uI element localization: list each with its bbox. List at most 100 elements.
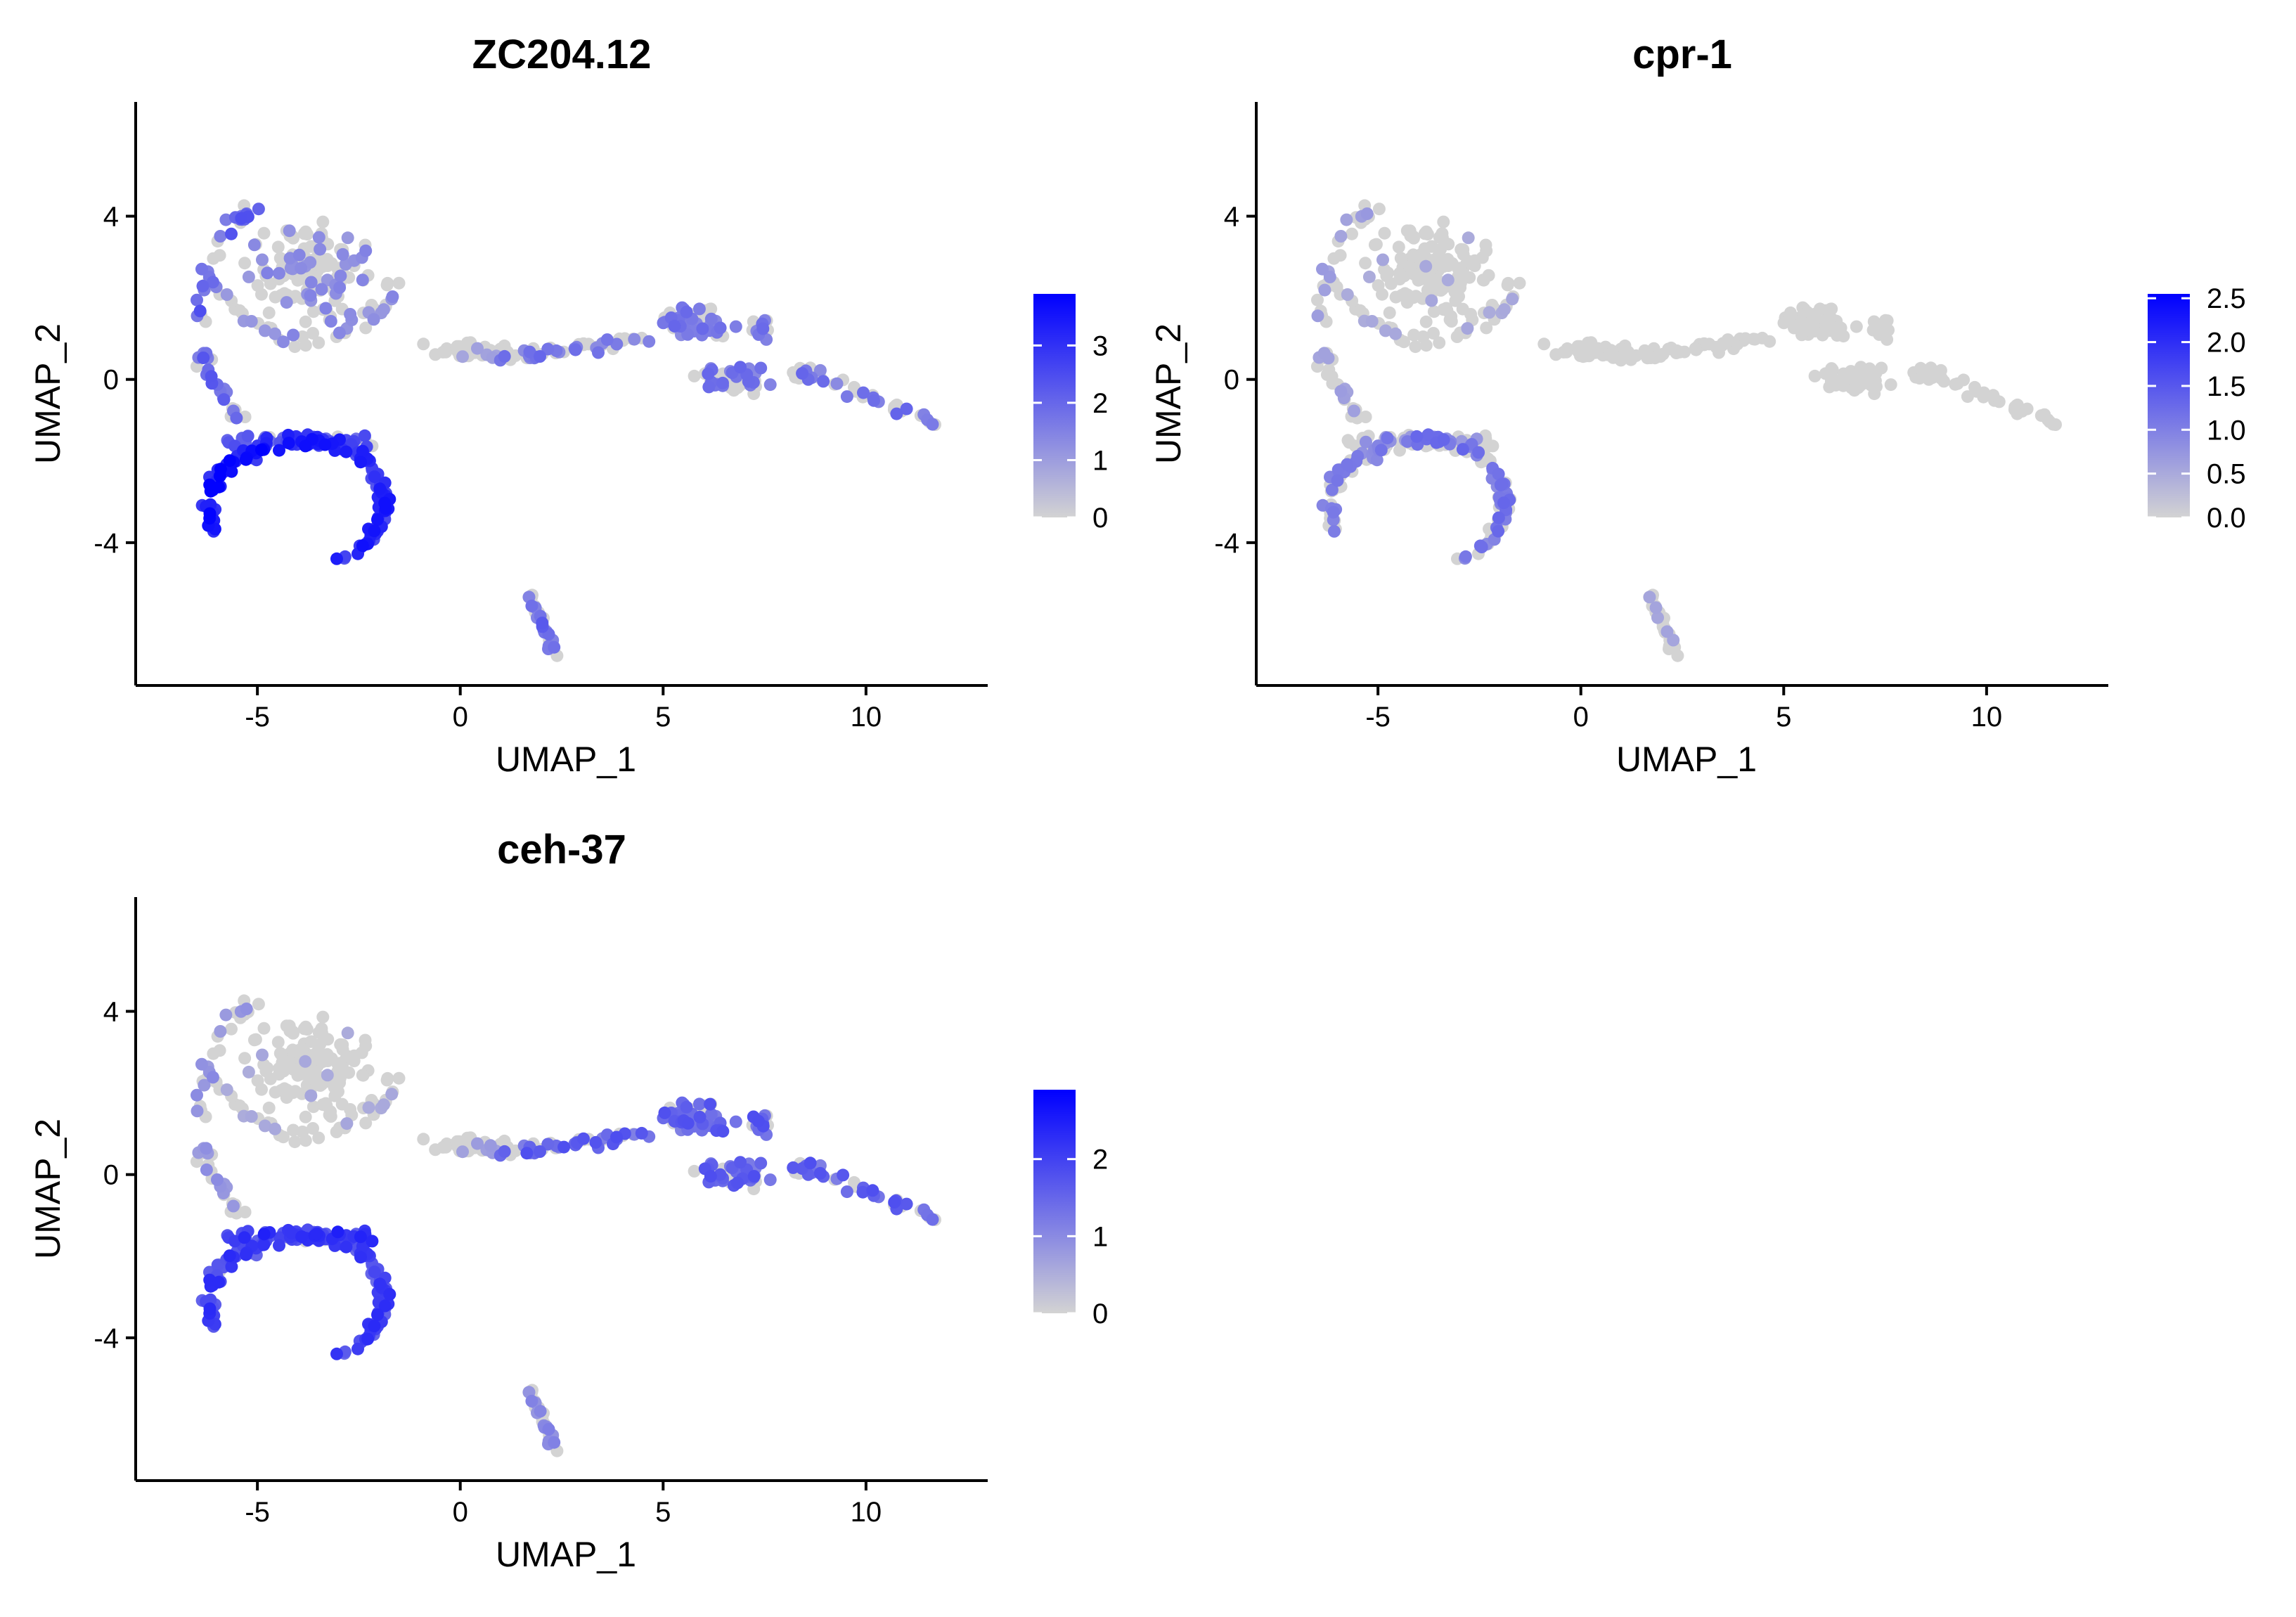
cell-point: [271, 240, 285, 254]
cell-point: [1492, 511, 1505, 524]
cell-point: [1433, 336, 1446, 349]
cell-point: [1378, 226, 1391, 240]
cell-point: [714, 1168, 727, 1181]
cell-point: [1689, 342, 1702, 355]
cell-point: [1916, 367, 1930, 380]
cell-point: [1473, 539, 1487, 553]
cell-point: [1618, 349, 1632, 363]
cell-point: [257, 1058, 271, 1071]
cell-point: [1643, 591, 1656, 604]
cell-point: [729, 1115, 742, 1128]
cell-point: [240, 1003, 253, 1015]
cell-point: [383, 1288, 396, 1301]
y-tick-label: -4: [93, 528, 119, 559]
cell-point: [702, 380, 716, 394]
cell-point: [262, 306, 276, 319]
cell-point: [333, 326, 346, 340]
colorbar-label: 2: [1092, 388, 1108, 419]
cell-point: [1418, 227, 1431, 240]
cell-point: [680, 1100, 693, 1114]
cell-point: [1716, 337, 1729, 350]
cell-point: [1492, 524, 1505, 538]
cell-point: [358, 429, 371, 442]
cell-point: [926, 418, 939, 431]
cell-point: [1348, 404, 1360, 418]
cell-point: [1334, 385, 1348, 398]
cell-point: [368, 470, 381, 484]
cell-point: [456, 1145, 469, 1159]
cell-point: [1808, 369, 1821, 382]
cell-point: [344, 308, 357, 321]
cell-point: [228, 1235, 241, 1248]
cell-point: [1875, 361, 1888, 375]
cell-point: [1463, 271, 1476, 284]
cell-point: [1822, 367, 1836, 380]
cell-point: [280, 296, 293, 309]
cell-point: [471, 1137, 484, 1150]
cell-point: [1437, 215, 1450, 228]
cell-point: [1649, 601, 1663, 614]
cell-point: [1419, 259, 1433, 273]
cell-point: [264, 1072, 277, 1085]
cell-point: [286, 1043, 299, 1057]
cell-point: [195, 262, 208, 276]
cell-point: [548, 640, 561, 654]
cell-point: [804, 1157, 817, 1170]
cell-point: [1407, 268, 1421, 281]
cell-point: [523, 345, 536, 359]
cell-point: [198, 1078, 211, 1092]
cell-point: [1495, 477, 1509, 491]
cell-point: [211, 1173, 224, 1186]
cell-point: [1537, 337, 1551, 351]
cell-point: [1311, 309, 1324, 323]
colorbar-label: 2.0: [2207, 328, 2246, 359]
cell-point: [392, 276, 406, 290]
cell-point: [1452, 290, 1465, 303]
cell-point: [362, 1101, 375, 1114]
cell-point: [1419, 339, 1433, 352]
cell-point: [359, 244, 373, 257]
cell-point: [320, 1099, 333, 1112]
cell-point: [314, 1050, 327, 1063]
cell-point: [668, 319, 681, 333]
cell-point: [287, 1123, 300, 1137]
cell-point: [273, 444, 285, 457]
cell-point: [610, 1130, 623, 1144]
cell-point: [289, 1085, 302, 1098]
cell-point: [217, 393, 231, 406]
cell-point: [315, 283, 328, 296]
cell-point: [704, 1107, 718, 1121]
cell-point: [1638, 344, 1651, 357]
cell-point: [319, 302, 333, 315]
y-tick-label: 4: [103, 997, 119, 1028]
cell-point: [1506, 292, 1519, 306]
cell-point: [1678, 345, 1691, 359]
cell-point: [299, 339, 312, 352]
cell-point: [333, 281, 347, 294]
cell-point: [1320, 368, 1334, 381]
panel-title: ZC204.12: [472, 32, 652, 77]
y-tick-label: 4: [103, 202, 119, 233]
cell-point: [1410, 430, 1424, 443]
cell-point: [197, 352, 210, 364]
cell-point: [1468, 259, 1481, 273]
cell-point: [310, 1228, 323, 1241]
cell-point: [1480, 321, 1493, 335]
cell-point: [498, 1145, 511, 1158]
cell-point: [255, 443, 268, 456]
cell-point: [205, 370, 218, 383]
cell-point: [456, 350, 469, 363]
cell-point: [359, 321, 373, 335]
cell-point: [340, 445, 353, 458]
cell-point: [1703, 337, 1716, 351]
cell-point: [304, 1089, 318, 1102]
cell-point: [2049, 418, 2062, 431]
cell-point: [367, 313, 380, 326]
cell-point: [220, 1083, 233, 1096]
cell-point: [332, 1085, 344, 1098]
cell-point: [227, 1199, 240, 1213]
cell-point: [890, 407, 903, 420]
cell-point: [1450, 330, 1464, 343]
cell-point: [692, 1097, 706, 1111]
cell-point: [282, 437, 295, 450]
